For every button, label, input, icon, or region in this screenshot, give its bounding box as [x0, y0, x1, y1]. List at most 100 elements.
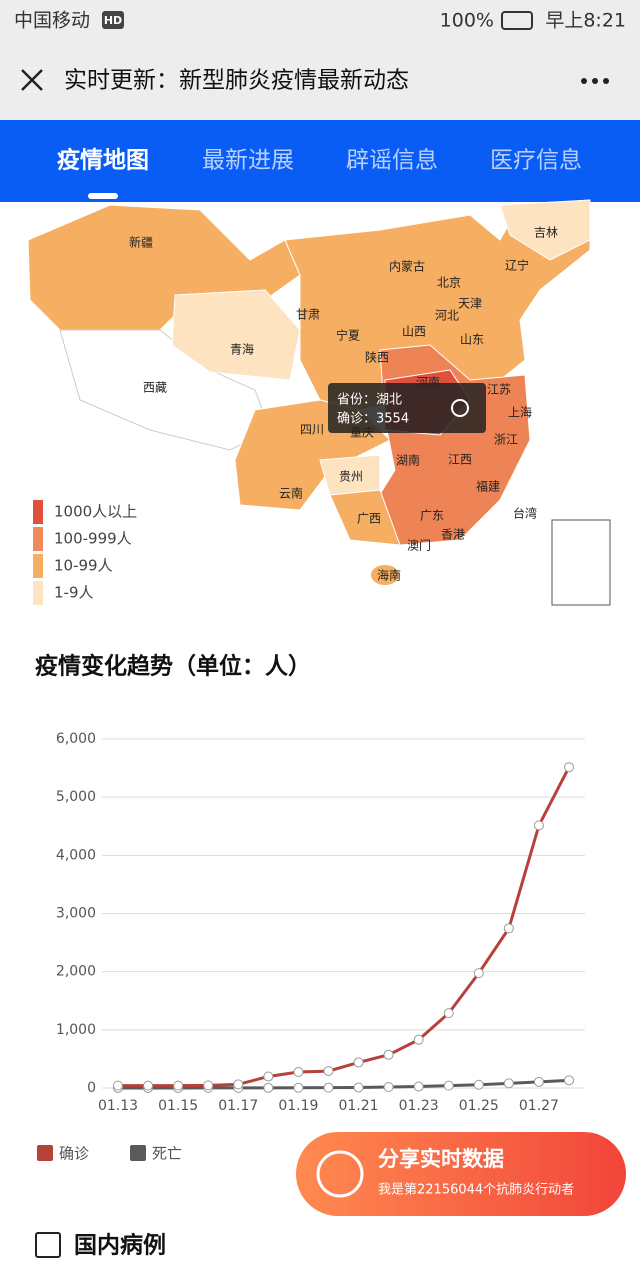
province-label: 海南: [377, 568, 401, 583]
x-tick-label: 01.21: [338, 1098, 378, 1114]
data-point: [293, 1082, 304, 1093]
data-point: [353, 1082, 364, 1093]
province-label: 澳门: [407, 538, 431, 553]
province-label: 辽宁: [505, 258, 529, 273]
y-tick-label: 1,000: [56, 1022, 96, 1038]
x-tick-label: 01.25: [459, 1098, 499, 1114]
province-label: 山西: [402, 325, 426, 339]
inset: [551, 519, 611, 606]
carrier: 中国移动: [14, 10, 90, 32]
legend-label: 1-9人: [54, 584, 94, 602]
share-button[interactable]: [296, 1132, 626, 1216]
data-point: [533, 1076, 544, 1087]
share-title: 分享实时数据: [378, 1147, 504, 1171]
x-tick-label: 01.19: [278, 1098, 318, 1114]
data-point: [263, 1082, 274, 1093]
tooltip: [328, 383, 486, 433]
data-point: [383, 1049, 394, 1060]
legend-label: 10-99人: [54, 557, 113, 575]
province-label: 山东: [460, 333, 484, 347]
legend-label: 1000人以上: [54, 503, 137, 521]
battery-icon: [501, 11, 533, 30]
section-title: 国内病例: [74, 1232, 166, 1259]
province-label: 河北: [435, 309, 459, 323]
data-point: [113, 1080, 123, 1091]
tab[interactable]: 疫情地图: [57, 147, 149, 174]
data-point: [353, 1057, 364, 1068]
close-button[interactable]: [21, 69, 43, 91]
data-point: [564, 1075, 574, 1086]
province-label: 云南: [279, 486, 303, 501]
tab[interactable]: 辟谣信息: [346, 148, 438, 174]
province-label: 福建: [476, 479, 500, 494]
data-point: [443, 1008, 454, 1019]
tab-bar: [0, 120, 640, 202]
top-bar: [0, 0, 640, 120]
tab[interactable]: 医疗信息: [490, 148, 582, 174]
data-point: [143, 1080, 154, 1091]
region: [171, 289, 301, 381]
y-tick-label: 6,000: [56, 731, 96, 747]
legend-swatch: [33, 527, 43, 551]
x-tick-label: 01.15: [158, 1098, 198, 1114]
tooltip-province: 省份：湖北: [337, 393, 402, 408]
data-point: [503, 923, 514, 934]
more-button[interactable]: [581, 78, 609, 84]
province-label: 北京: [437, 276, 461, 290]
y-tick-label: 5,000: [56, 789, 96, 805]
province-label: 台湾: [513, 506, 537, 521]
x-tick-label: 01.17: [218, 1098, 258, 1114]
data-point: [443, 1080, 454, 1091]
data-point: [173, 1080, 184, 1091]
data-point: [233, 1079, 244, 1090]
y-tick-label: 2,000: [56, 964, 96, 980]
legend-swatch: [33, 581, 43, 605]
legend-label: 100-999人: [54, 530, 132, 548]
data-point: [383, 1082, 394, 1093]
hd: HD: [104, 14, 122, 27]
province-label: 青海: [230, 342, 254, 357]
data-point: [323, 1082, 334, 1093]
region: [499, 199, 591, 261]
data-point: [564, 762, 574, 773]
province-label: 浙江: [494, 433, 518, 447]
province-label: 香港: [441, 528, 465, 542]
data-point: [203, 1080, 214, 1091]
data-point: [503, 1078, 514, 1089]
province-label: 吉林: [534, 226, 558, 240]
province-label: 宁夏: [336, 328, 360, 343]
data-point: [263, 1071, 274, 1082]
province-label: 四川: [300, 423, 324, 437]
province-label: 广西: [357, 512, 381, 526]
battery: 100%: [440, 10, 494, 32]
legend-swatch: [130, 1145, 146, 1161]
province-label: 湖南: [396, 453, 420, 468]
page-title: 实时更新：新型肺炎疫情最新动态: [64, 68, 409, 94]
province-label: 西藏: [143, 381, 167, 395]
legend-swatch: [33, 554, 43, 578]
region: [284, 199, 591, 411]
legend-swatch: [37, 1145, 53, 1161]
time: 早上8:21: [545, 10, 626, 32]
tab[interactable]: 最新进展: [202, 148, 294, 174]
legend-label: 死亡: [152, 1145, 182, 1163]
province-label: 广东: [420, 509, 444, 523]
region: [329, 489, 401, 546]
x-tick-label: 01.23: [399, 1098, 439, 1114]
tooltip-confirmed: 确诊：3554: [337, 412, 409, 427]
province-label: 贵州: [339, 470, 363, 484]
share-subtitle: 我是第22156044个抗肺炎行动者: [378, 1183, 574, 1198]
tab-indicator: [88, 193, 118, 199]
share-button-icon: [316, 1150, 364, 1198]
share-icon[interactable]: [451, 399, 469, 417]
y-tick-label: 0: [87, 1080, 96, 1096]
province-label: 甘肃: [296, 308, 320, 322]
data-point: [293, 1067, 304, 1078]
province-label: 上海: [508, 405, 532, 420]
province-label: 新疆: [129, 235, 153, 250]
x-tick-label: 01.27: [519, 1098, 559, 1114]
province-label: 内蒙古: [389, 259, 425, 274]
hd-badge: [102, 11, 124, 29]
series-line: [118, 766, 571, 1088]
